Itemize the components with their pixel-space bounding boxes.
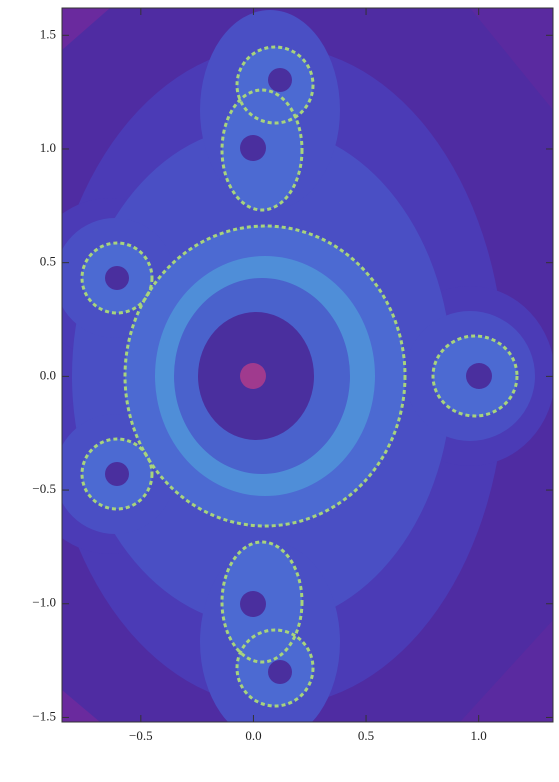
x-tick-label: 0.5 bbox=[358, 728, 374, 743]
y-tick-label: −1.0 bbox=[32, 595, 56, 610]
y-tick-label: 1.0 bbox=[40, 140, 56, 155]
y-tick-label: −0.5 bbox=[32, 481, 56, 496]
chart: −0.5 0.0 0.5 1.0 −1.5 −1.0 −0.5 0.0 0.5 1.0 1.5 bbox=[0, 0, 559, 782]
x-tick-label: 1.0 bbox=[471, 728, 487, 743]
y-tick-label: −1.5 bbox=[32, 708, 56, 723]
y-tick-label: 0.0 bbox=[40, 367, 56, 382]
x-tick-label: 0.0 bbox=[245, 728, 261, 743]
x-tick-label: −0.5 bbox=[129, 728, 153, 743]
y-tick-label: 0.5 bbox=[40, 254, 56, 269]
fractal-image bbox=[30, 8, 555, 742]
y-tick-label: 1.5 bbox=[40, 26, 56, 41]
